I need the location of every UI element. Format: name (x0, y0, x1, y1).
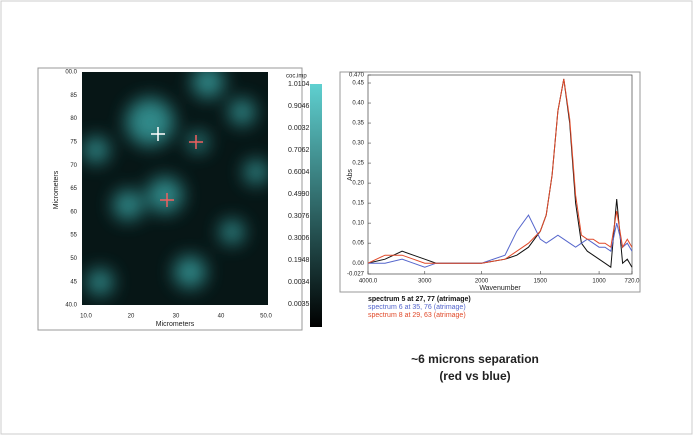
map-x-tick-label: 20 (128, 314, 135, 320)
map-y-tick-label: 70 (70, 163, 77, 169)
colorbar-label: 0.1948 (288, 257, 310, 264)
map-x-tick-label: 40 (218, 314, 225, 320)
x-axis-label: Wavenumber (479, 285, 521, 292)
colorbar-label: 0.9046 (288, 103, 310, 110)
x-tick-label: 1000 (592, 279, 606, 285)
colorbar-label: 0.4990 (288, 191, 310, 198)
map-y-tick-label: 60 (70, 209, 77, 215)
colorbar-label: 1.0104 (288, 81, 310, 88)
legend-entry: spectrum 6 at 35, 76 (atrimage) (368, 304, 466, 311)
map-x-tick-label: 10.0 (80, 314, 92, 320)
colorbar-label: 0.3006 (288, 235, 310, 242)
colorbar-label: 0.0032 (288, 125, 310, 132)
legend-entry: spectrum 5 at 27, 77 (atrimage) (368, 296, 471, 303)
map-y-tick-label: 50 (70, 256, 77, 262)
y-tick-label: 0.470 (349, 73, 365, 79)
map-y-tick-label: 85 (70, 93, 77, 99)
colorbar-label: 0.0034 (288, 279, 310, 286)
spectrum-line (367, 78, 633, 264)
x-tick-label: 3000 (418, 279, 432, 285)
caption-line: (red vs blue) (439, 369, 510, 383)
y-tick-label: 0.15 (352, 201, 364, 207)
y-tick-label: 0.10 (352, 221, 364, 227)
y-axis-label: Abs (347, 168, 354, 181)
x-tick-label: 4000.0 (359, 279, 378, 285)
y-tick-label: 0.45 (352, 81, 364, 87)
colorbar (310, 84, 322, 327)
x-tick-label: 720.0 (624, 279, 640, 285)
y-tick-label: 0.05 (352, 241, 364, 247)
map-y-tick-label: 40.0 (65, 303, 77, 309)
map-y-tick-label: 80 (70, 116, 77, 122)
map-y-tick-label: 75 (70, 139, 77, 145)
x-tick-label: 2000 (475, 279, 489, 285)
colorbar-title: coc.imp (286, 74, 307, 80)
spectrum-line (368, 214, 633, 268)
caption-line: ~6 microns separation (411, 352, 539, 366)
map-y-tick-label: 55 (70, 233, 77, 239)
y-tick-label: -0.027 (347, 272, 365, 278)
colorbar-label: 0.0035 (288, 301, 310, 308)
plot-frame (367, 74, 633, 275)
map-x-tick-label: 50.0 (260, 314, 272, 320)
y-tick-label: 0.40 (352, 101, 364, 107)
colorbar-label: 0.3076 (288, 213, 310, 220)
y-tick-label: 0.20 (352, 181, 364, 187)
colorbar-label: 0.7062 (288, 147, 310, 154)
chemical-image (82, 72, 268, 305)
map-y-tick-label: 65 (70, 186, 77, 192)
map-y-axis-label: Micrometers (53, 170, 60, 209)
map-x-tick-label: 30 (173, 314, 180, 320)
map-y-tick-label: 45 (70, 279, 77, 285)
crosshairs (151, 127, 203, 207)
y-tick-label: 0.30 (352, 141, 364, 147)
y-tick-label: 0.00 (352, 261, 364, 267)
legend-entry: spectrum 8 at 29, 63 (atrimage) (368, 312, 466, 319)
x-tick-label: 1500 (534, 279, 548, 285)
map-x-axis-label: Micrometers (156, 321, 195, 328)
y-tick-label: 0.35 (352, 121, 364, 127)
map-y-tick-label: 00.0 (65, 70, 77, 76)
colorbar-label: 0.6004 (288, 169, 310, 176)
y-tick-label: 0.25 (352, 161, 364, 167)
